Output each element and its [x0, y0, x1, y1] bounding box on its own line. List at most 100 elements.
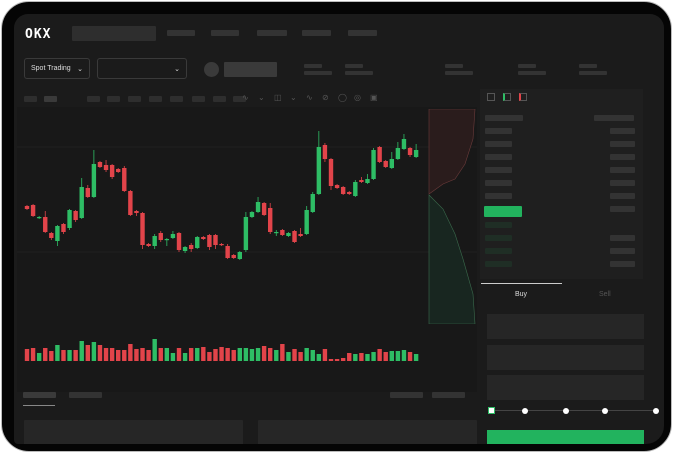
ask-amount	[610, 128, 635, 134]
candle-down	[73, 211, 78, 220]
bid-amount	[610, 248, 635, 254]
candle-up	[365, 179, 370, 183]
indicator-icon[interactable]: ⌄	[258, 93, 265, 102]
volume-bar	[164, 348, 170, 361]
stat-value	[345, 71, 373, 75]
timeframe-button[interactable]	[24, 96, 37, 102]
volume-bar	[158, 348, 163, 361]
candle-down	[109, 165, 115, 177]
tab-order-history[interactable]	[69, 392, 102, 398]
stat-value	[445, 71, 473, 75]
nav-item[interactable]	[167, 30, 195, 36]
filter-button[interactable]	[390, 392, 423, 398]
buy-button[interactable]	[487, 430, 644, 444]
nav-item[interactable]	[302, 30, 331, 36]
bid-price	[485, 222, 512, 228]
ask-price	[485, 154, 512, 160]
bid-price	[485, 248, 512, 254]
timeframe-button[interactable]	[44, 96, 57, 102]
target-icon[interactable]: ◎	[354, 93, 361, 102]
candle-up	[237, 252, 242, 259]
candle-down	[176, 233, 182, 250]
candle-up	[249, 212, 255, 217]
candle-down	[298, 234, 303, 236]
pair-dropdown[interactable]: ⌄	[97, 58, 187, 79]
stat-label	[579, 64, 597, 68]
candle-up	[353, 182, 358, 196]
indicator-icon[interactable]: ∿	[242, 93, 249, 102]
candle-up	[413, 150, 419, 157]
candle-up	[164, 239, 170, 241]
volume-bar	[255, 348, 261, 361]
orderbook-layout-icon[interactable]	[487, 93, 495, 101]
pair-icon	[204, 62, 219, 77]
timeframe-button[interactable]	[213, 96, 226, 102]
volume-bar	[298, 352, 303, 361]
volume-bar	[146, 350, 151, 361]
tab-buy[interactable]: Buy	[515, 291, 528, 298]
candle-down	[158, 233, 163, 240]
timeframe-button[interactable]	[192, 96, 205, 102]
volume-bar	[128, 344, 133, 361]
stat-value	[518, 71, 546, 75]
volume-bar	[36, 353, 42, 361]
orderbook-asks-icon[interactable]	[519, 93, 527, 101]
candlestick-chart[interactable]	[17, 107, 477, 392]
nav-item[interactable]	[257, 30, 287, 36]
chart-type-icon[interactable]: ⌄	[290, 93, 297, 102]
volume-bar	[316, 354, 322, 361]
bid-amount	[610, 261, 635, 267]
nav-item[interactable]	[211, 30, 239, 36]
volume-bar	[61, 350, 66, 361]
line-icon[interactable]: ∿	[306, 93, 313, 102]
filter-button[interactable]	[432, 392, 465, 398]
okx-logo[interactable]: OKX	[25, 27, 52, 42]
amount-input[interactable]	[487, 345, 644, 370]
candle-up	[274, 232, 279, 234]
volume-bar	[334, 359, 340, 361]
volume-bar	[401, 350, 407, 361]
candle-down	[225, 246, 230, 258]
volume-bar	[365, 354, 370, 361]
pair-price	[224, 62, 277, 77]
candle-up	[401, 139, 407, 149]
timeframe-button[interactable]	[107, 96, 120, 102]
tab-sell[interactable]: Sell	[599, 291, 611, 298]
volume-bar	[85, 345, 90, 361]
volume-bar	[347, 353, 352, 361]
volume-bar	[328, 359, 334, 361]
volume-bar	[261, 346, 267, 361]
stat-label	[345, 64, 363, 68]
search-bar[interactable]	[72, 26, 156, 41]
nav-item[interactable]	[348, 30, 377, 36]
volume-bar	[371, 352, 376, 361]
total-input[interactable]	[487, 375, 644, 400]
volume-bar	[182, 353, 188, 361]
tab-open-orders[interactable]	[23, 392, 56, 398]
orderbook-bids-icon[interactable]	[503, 93, 511, 101]
settings-icon[interactable]: ◫	[274, 93, 282, 102]
candle-up	[91, 164, 97, 197]
market-type-dropdown[interactable]: Spot Trading ⌄	[24, 58, 90, 79]
timeframe-button[interactable]	[170, 96, 183, 102]
volume-bar	[109, 348, 115, 361]
timeframe-button[interactable]	[149, 96, 162, 102]
volume-bar	[292, 349, 297, 361]
volume-bar	[231, 350, 236, 361]
candle-up	[286, 233, 291, 236]
candle-down	[407, 148, 413, 155]
timeframe-button[interactable]	[87, 96, 100, 102]
candle-down	[85, 188, 90, 197]
fullscreen-icon[interactable]: ▣	[370, 93, 378, 102]
price-input[interactable]	[487, 314, 644, 339]
timeframe-button[interactable]	[233, 96, 246, 102]
timeframe-button[interactable]	[128, 96, 141, 102]
stat-label	[518, 64, 536, 68]
volume-bar	[274, 350, 279, 361]
draw-icon[interactable]: ⊘	[322, 93, 329, 102]
percent-slider[interactable]	[488, 407, 659, 415]
volume-bar	[79, 341, 84, 361]
circle-icon[interactable]: ◯	[338, 93, 347, 102]
volume-bar	[49, 351, 54, 361]
